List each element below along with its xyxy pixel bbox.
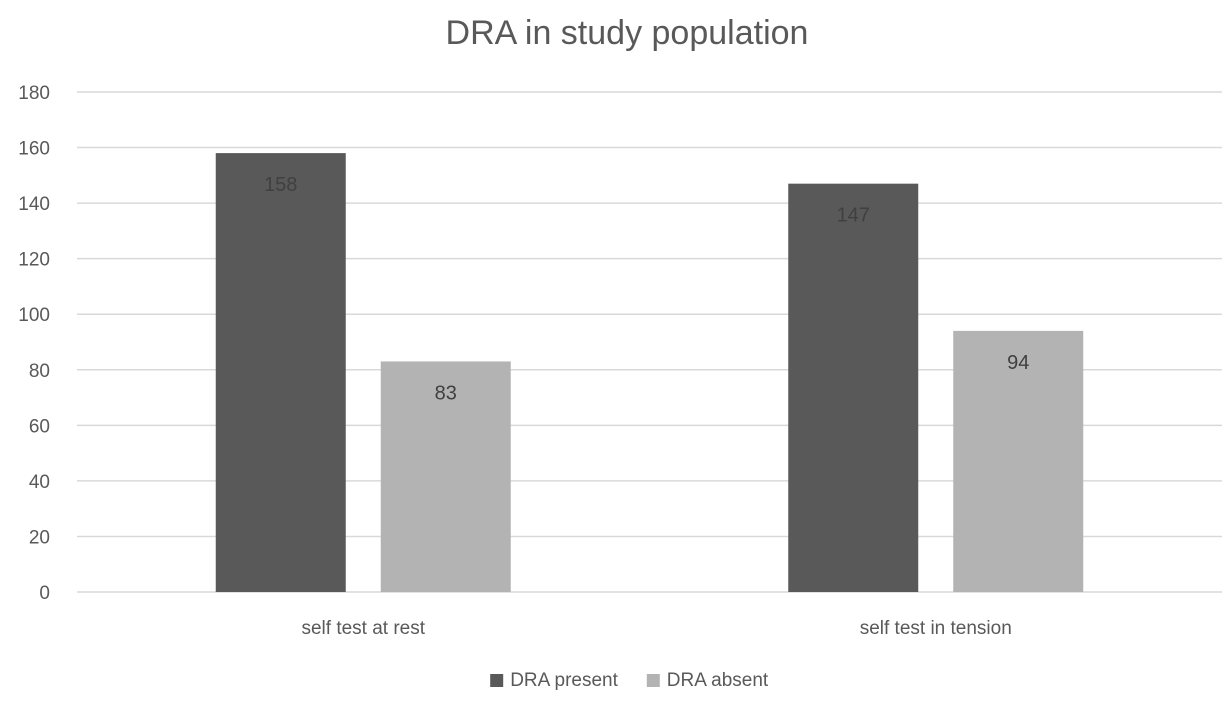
y-tick-label: 160	[18, 139, 50, 160]
y-tick-label: 80	[29, 361, 50, 382]
data-label: 83	[435, 382, 457, 404]
legend-swatch	[646, 674, 660, 687]
legend-label: DRA absent	[667, 670, 769, 691]
data-label: 158	[264, 174, 297, 196]
bar-present-1	[788, 183, 919, 592]
bars	[215, 153, 1084, 592]
legend: DRA present DRA absent	[490, 670, 769, 691]
y-tick-label: 120	[18, 250, 50, 271]
y-tick-label: 180	[18, 83, 50, 104]
x-axis-tick-labels: self test at rest self test in tension	[301, 618, 1011, 639]
data-labels: 158 83 147 94	[264, 174, 1029, 404]
x-tick-label: self test at rest	[301, 618, 425, 639]
y-tick-label: 60	[29, 416, 50, 437]
data-label: 147	[837, 205, 870, 227]
y-tick-label: 0	[39, 583, 50, 604]
chart-title: DRA in study population	[446, 14, 809, 52]
bar-absent-0	[380, 361, 511, 592]
bar-absent-1	[953, 330, 1084, 592]
y-axis-tick-labels: 0 20 40 60 80 100 120 140 160 180	[18, 83, 50, 604]
y-tick-label: 140	[18, 194, 50, 215]
y-tick-label: 100	[18, 305, 50, 326]
data-label: 94	[1007, 352, 1029, 374]
bar-present-0	[215, 153, 346, 592]
y-tick-label: 40	[29, 472, 50, 493]
x-tick-label: self test in tension	[860, 618, 1012, 639]
legend-swatch	[490, 674, 504, 687]
y-tick-label: 20	[29, 527, 50, 548]
legend-label: DRA present	[510, 670, 618, 691]
